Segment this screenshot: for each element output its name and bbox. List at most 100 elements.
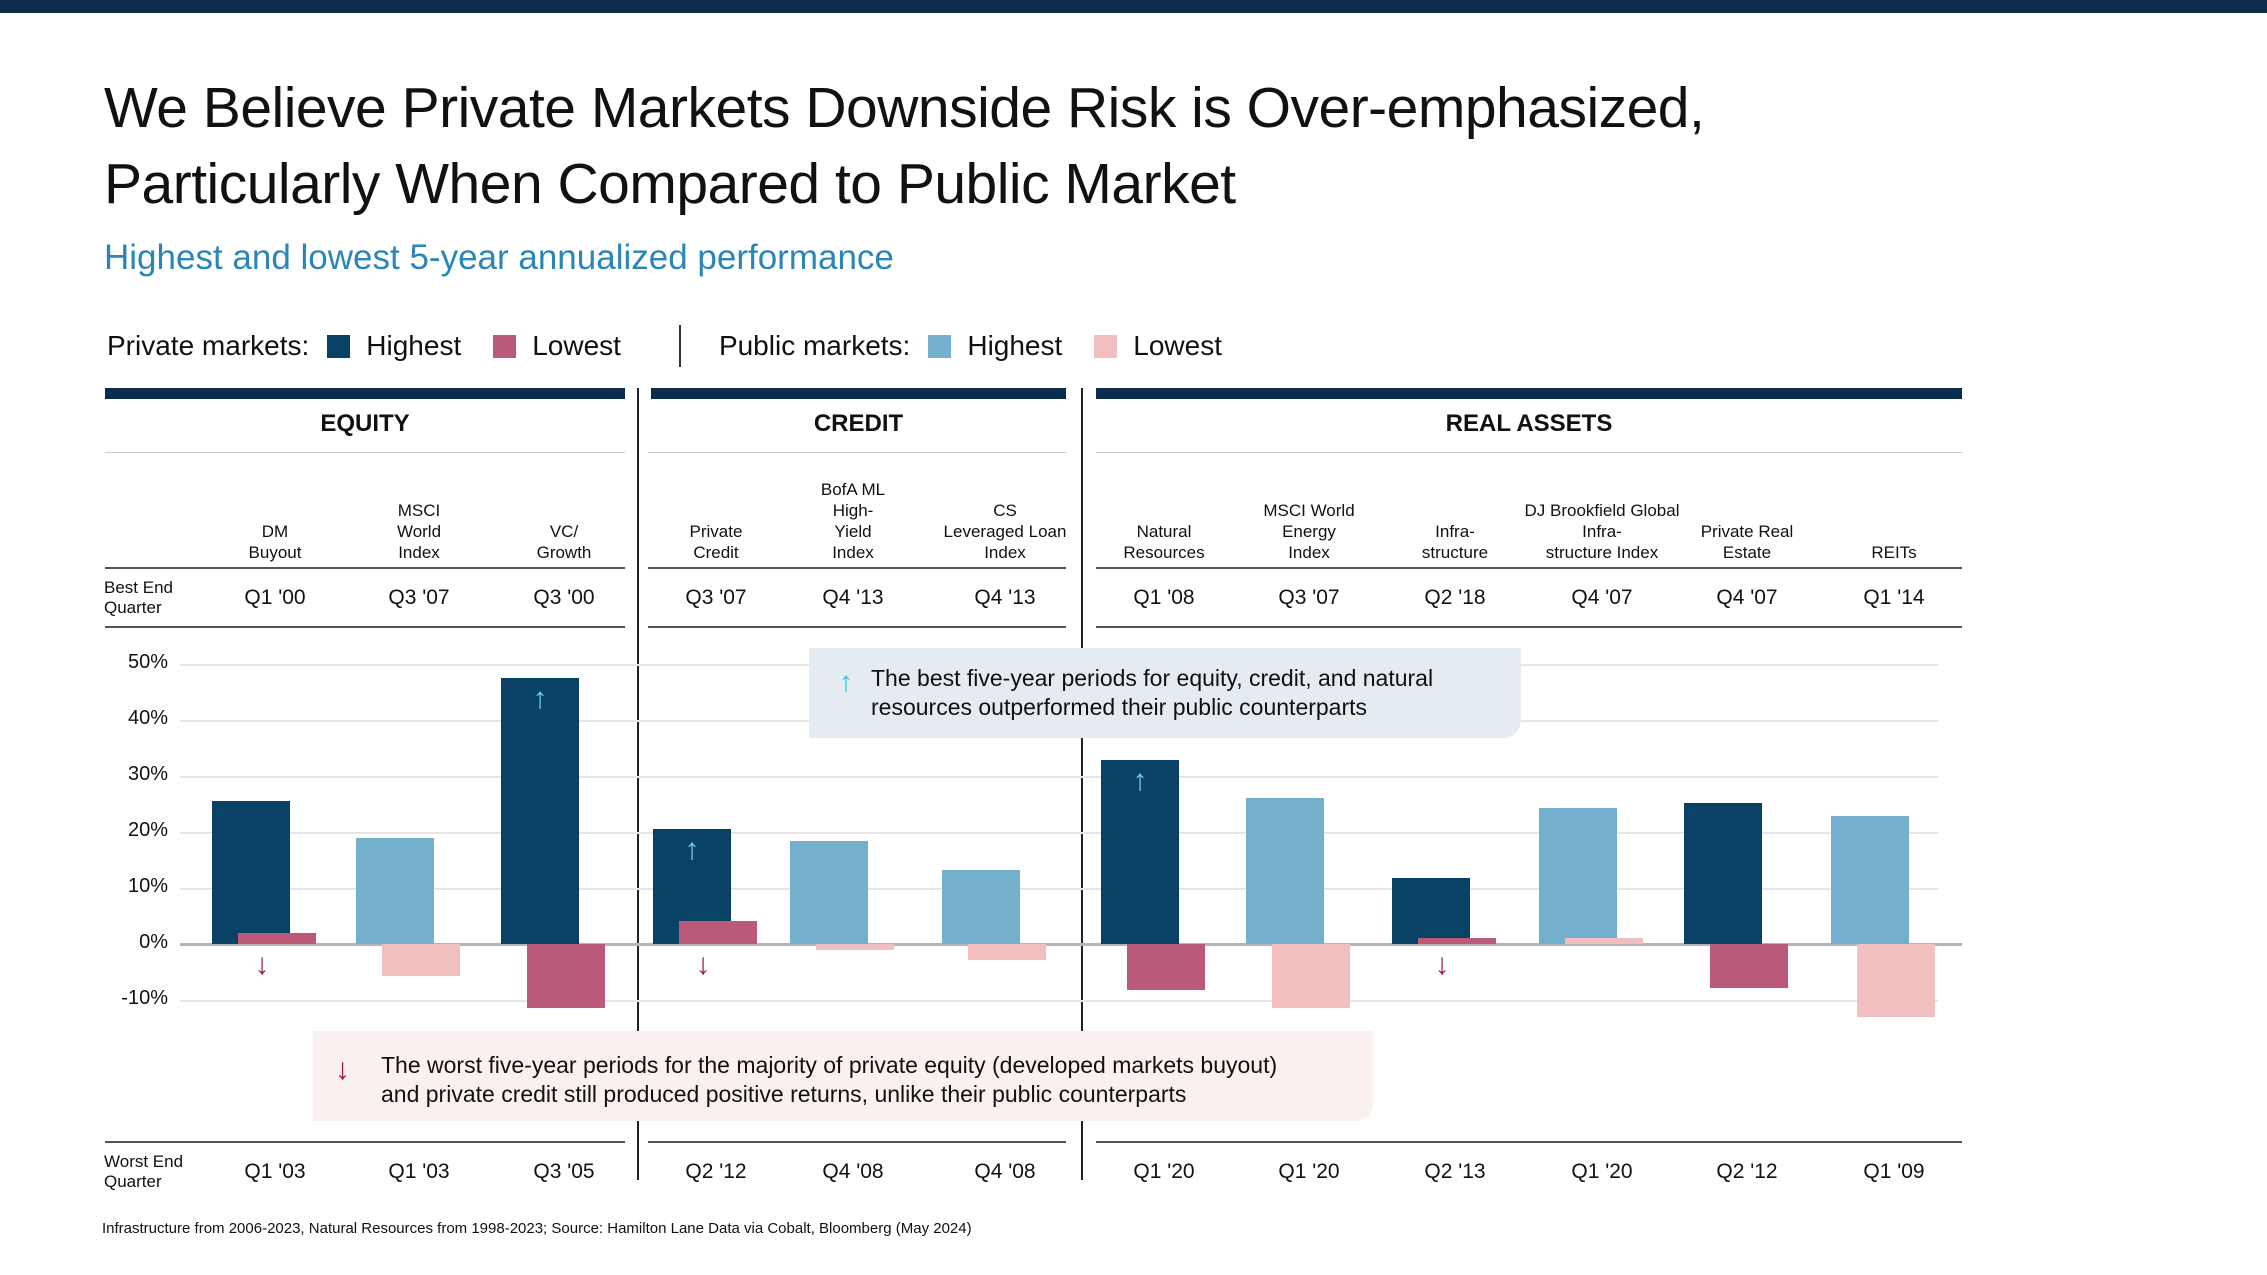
column-label: REITs (1809, 470, 1979, 563)
column-label: Private Real Estate (1662, 470, 1832, 563)
column-label-line: Estate (1722, 543, 1772, 562)
bar-highest (942, 870, 1020, 944)
column-label-line: Index (398, 543, 440, 562)
gridline (180, 1000, 1938, 1002)
column-label-line: MSCI (397, 501, 441, 520)
column-label: MSCI World Energy Index (1224, 470, 1394, 563)
rule (105, 452, 625, 453)
column-label-line: DJ Brookfield Global (1524, 501, 1680, 520)
rule (648, 626, 1066, 628)
gridline (180, 776, 1938, 778)
column-label-line: Resources (1123, 543, 1205, 562)
worst-end-quarter-value: Q1 '09 (1863, 1160, 1925, 1183)
arrow-down-icon: ↓ (695, 948, 711, 981)
best-end-quarter-value: Q3 '07 (685, 586, 747, 609)
column-label-line: structure Index (1545, 543, 1659, 562)
column-label-line: Index (1288, 543, 1330, 562)
chart-legend: Private markets: Highest Lowest Public m… (107, 325, 1236, 367)
legend-public-label: Public markets: (718, 330, 911, 361)
section-divider (637, 388, 639, 1180)
zero-baseline (180, 943, 1962, 946)
footnote-source: Infrastructure from 2006-2023, Natural R… (102, 1220, 972, 1237)
section-heading-credit: CREDIT (813, 410, 904, 437)
worst-end-quarter-value: Q4 '08 (974, 1160, 1036, 1183)
column-label-line: Private Real (1700, 522, 1794, 541)
y-tick-label: 20% (127, 819, 168, 841)
title-line-2: Particularly When Compared to Public Mar… (104, 152, 1236, 216)
y-tick-label: -10% (121, 987, 168, 1009)
worst-end-quarter-value: Q1 '20 (1571, 1160, 1633, 1183)
column-label: DJ Brookfield Global Infra-structure Inde… (1517, 470, 1687, 563)
best-end-quarter-value: Q1 '14 (1863, 586, 1925, 609)
arrow-down-icon: ↓ (1434, 948, 1450, 981)
section-bar-real-assets (1096, 388, 1962, 399)
rule (105, 567, 625, 569)
best-end-quarter-value: Q4 '13 (822, 586, 884, 609)
rule (648, 1141, 1066, 1143)
bar-lowest (1565, 938, 1643, 944)
column-label: Infra-structure (1370, 470, 1540, 563)
bar-highest (1392, 878, 1470, 944)
best-end-quarter-value: Q4 '13 (974, 586, 1036, 609)
bar-highest (790, 840, 868, 944)
label-line: Worst End (104, 1152, 184, 1171)
worst-end-quarter-value: Q2 '12 (685, 1160, 747, 1183)
column-label-line: structure (1421, 543, 1489, 562)
bar-lowest (968, 944, 1046, 961)
worst-end-quarter-value: Q2 '13 (1424, 1160, 1486, 1183)
column-label-line: REITs (1871, 543, 1917, 562)
legend-swatch-private-highest (327, 334, 351, 358)
worst-periods-callout: ↓ The worst five-year periods for the ma… (313, 1031, 1373, 1121)
bar-lowest (816, 944, 894, 951)
legend-private-highest: Highest (309, 330, 461, 362)
column-label-line: Yield (834, 522, 872, 541)
legend-divider (678, 325, 681, 367)
bar-lowest (1710, 944, 1788, 989)
bar-lowest (382, 944, 460, 976)
column-label-line: Growth (536, 543, 592, 562)
bar-highest (1246, 798, 1324, 944)
section-divider (1081, 388, 1083, 1180)
y-tick-label: 50% (127, 651, 168, 673)
bar-lowest (527, 944, 605, 1009)
callout-line: The worst five-year periods for the majo… (381, 1052, 1278, 1078)
column-label-line: CS (993, 501, 1017, 520)
rule (1096, 1141, 1962, 1143)
label-line: Quarter (104, 598, 162, 617)
bar-lowest (1857, 944, 1935, 1017)
best-end-quarter-value: Q1 '08 (1133, 586, 1195, 609)
section-bar-credit (651, 388, 1066, 399)
legend-public-lowest: Lowest (1076, 330, 1222, 362)
worst-end-quarter-label: Worst End Quarter (104, 1152, 183, 1192)
column-label-line: Private (689, 522, 743, 541)
page-title: We Believe Private Markets Downside Risk… (104, 70, 1705, 222)
column-label-line: High- (832, 501, 874, 520)
chart-subtitle: Highest and lowest 5-year annualized per… (104, 238, 894, 277)
rule (1096, 452, 1962, 453)
worst-end-quarter-value: Q2 '12 (1716, 1160, 1778, 1183)
section-heading-equity: EQUITY (320, 410, 410, 437)
section-bar-equity (105, 388, 625, 399)
bar-highest (1101, 760, 1179, 944)
callout-line: resources outperformed their public coun… (871, 694, 1368, 720)
column-label-line: Index (984, 543, 1026, 562)
best-end-quarter-value: Q2 '18 (1424, 586, 1486, 609)
gridline (180, 832, 1938, 834)
bar-lowest (1272, 944, 1350, 1008)
bar-highest (1831, 816, 1909, 944)
best-end-quarter-value: Q3 '07 (1278, 586, 1340, 609)
bar-lowest (238, 933, 316, 944)
callout-line: and private credit still produced positi… (381, 1081, 1187, 1107)
y-tick-label: 40% (127, 707, 168, 729)
arrow-down-icon: ↓ (254, 948, 270, 981)
column-label-line: BofA ML (820, 480, 886, 499)
legend-label: Lowest (1133, 330, 1222, 361)
rule (648, 567, 1066, 569)
arrow-up-icon: ↑ (839, 666, 853, 697)
bar-lowest (1127, 944, 1205, 990)
column-label: MSCI World Index (334, 470, 504, 563)
column-label-line: Index (832, 543, 874, 562)
column-label: Natural Resources (1079, 470, 1249, 563)
column-label-line: World (396, 522, 442, 541)
column-label-line: DM (261, 522, 289, 541)
